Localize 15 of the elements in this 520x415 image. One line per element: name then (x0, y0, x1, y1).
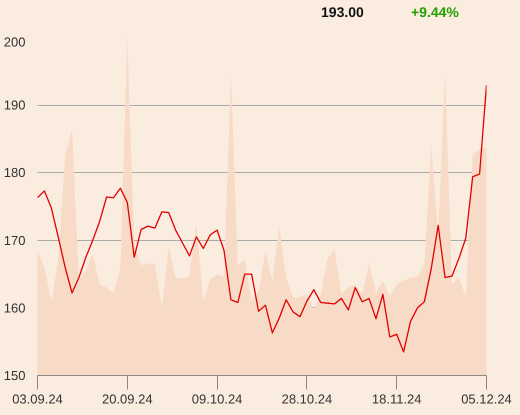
text: +9.44% (411, 3, 459, 22)
y-tick-label: 200 (4, 34, 26, 50)
line-series (38, 84, 486, 352)
y-tick-label: 150 (4, 368, 26, 383)
y-tick-label: 170 (4, 232, 26, 248)
y-tick-label: 160 (4, 300, 26, 316)
x-tick-label: 03.09.24 (12, 392, 63, 406)
x-tick-label: 09.10.24 (192, 392, 242, 406)
x-tick-label: 18.11.24 (372, 392, 422, 406)
x-tick-label: 28.10.24 (282, 392, 332, 406)
x-tick-label: 05.12.24 (461, 392, 512, 406)
x-tick-label: 20.09.24 (102, 392, 153, 406)
text: 193.00 (321, 3, 364, 22)
y-tick-label: 190 (4, 98, 26, 113)
y-tick-label: 180 (4, 165, 26, 180)
